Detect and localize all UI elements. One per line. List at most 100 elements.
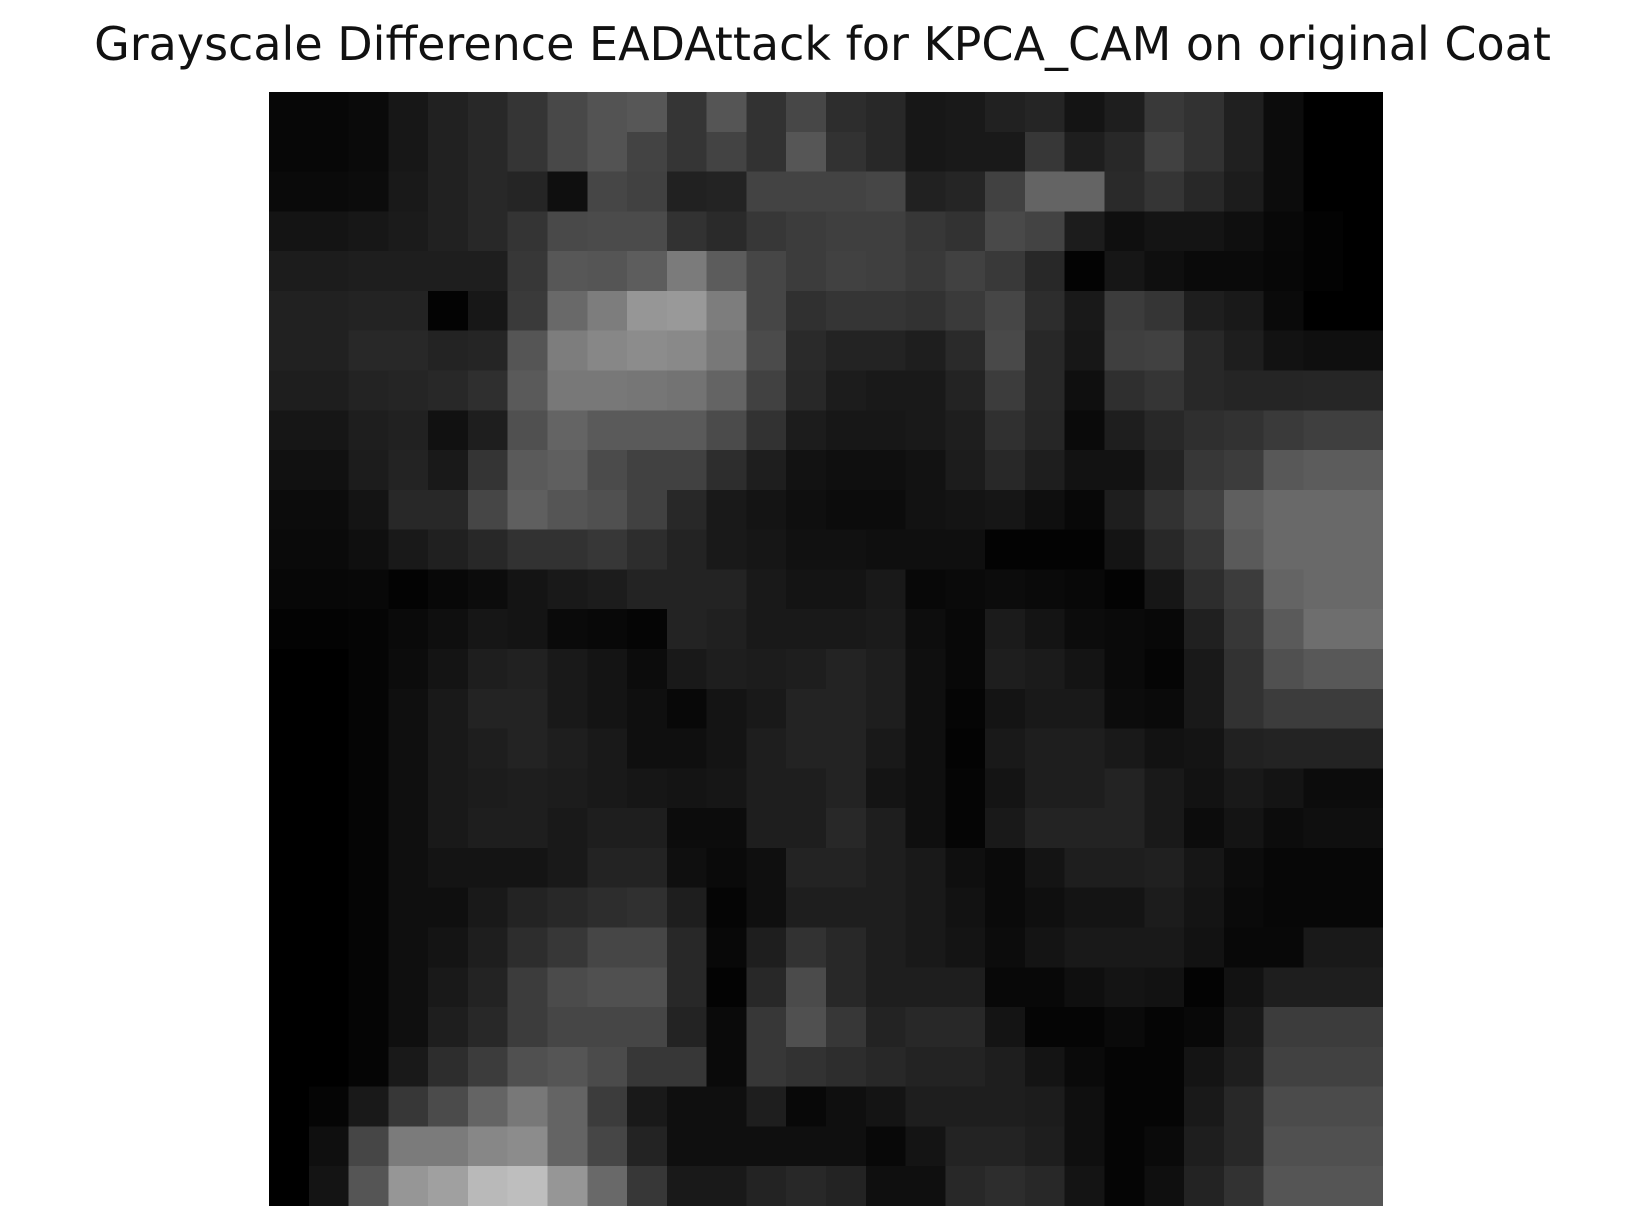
heatmap-cell xyxy=(587,211,628,252)
heatmap-cell xyxy=(1024,92,1066,133)
heatmap-cell xyxy=(945,489,986,531)
heatmap-cell xyxy=(1104,251,1145,292)
heatmap-cell xyxy=(706,171,748,212)
heatmap-cell xyxy=(1343,1007,1383,1048)
heatmap-cell xyxy=(826,1166,867,1206)
heatmap-cell xyxy=(507,688,549,730)
heatmap-cell xyxy=(428,1126,469,1167)
heatmap-cell xyxy=(388,728,429,769)
heatmap-cell xyxy=(985,450,1026,491)
heatmap-cell xyxy=(269,529,310,571)
heatmap-cell xyxy=(428,847,469,889)
heatmap-cell xyxy=(1144,967,1185,1008)
heatmap-cell xyxy=(746,92,787,133)
heatmap-cell xyxy=(1184,1166,1225,1206)
heatmap-cell xyxy=(587,967,628,1008)
heatmap-cell xyxy=(1263,768,1305,809)
heatmap-cell xyxy=(945,649,986,690)
heatmap-cell xyxy=(428,967,469,1008)
heatmap-cell xyxy=(467,609,509,650)
heatmap-cell xyxy=(905,1007,946,1048)
heatmap-cell xyxy=(1184,1046,1225,1088)
heatmap-cell xyxy=(1184,728,1225,769)
heatmap-cell xyxy=(308,211,350,252)
heatmap-cell xyxy=(1303,370,1344,411)
heatmap-cell xyxy=(865,1086,907,1128)
heatmap-cell xyxy=(467,171,509,212)
heatmap-cell xyxy=(786,847,827,889)
heatmap-cell xyxy=(308,1046,350,1088)
heatmap-cell xyxy=(269,489,310,531)
heatmap-cell xyxy=(627,370,668,411)
heatmap-cell xyxy=(985,768,1026,809)
heatmap-cell xyxy=(1223,927,1265,968)
heatmap-cell xyxy=(1223,1086,1265,1128)
heatmap-cell xyxy=(945,887,986,929)
heatmap-cell xyxy=(746,370,787,411)
heatmap-cell xyxy=(1144,688,1185,730)
heatmap-cell xyxy=(945,410,986,451)
heatmap-cell xyxy=(865,370,907,411)
heatmap-cell xyxy=(428,489,469,531)
heatmap-cell xyxy=(1024,489,1066,531)
heatmap-cell xyxy=(1024,609,1066,650)
heatmap-cell xyxy=(627,927,668,968)
heatmap-cell xyxy=(627,211,668,252)
heatmap-cell xyxy=(1024,927,1066,968)
heatmap-cell xyxy=(1024,410,1066,451)
heatmap-cell xyxy=(388,887,429,929)
heatmap-cell xyxy=(467,768,509,809)
heatmap-cell xyxy=(706,728,748,769)
heatmap-cell xyxy=(1343,649,1383,690)
heatmap-cell xyxy=(547,251,588,292)
heatmap-cell xyxy=(706,688,748,730)
heatmap-cell xyxy=(1064,649,1106,690)
heatmap-cell xyxy=(467,808,509,849)
heatmap-cell xyxy=(1343,171,1383,212)
heatmap-cell xyxy=(905,489,946,531)
heatmap-cell xyxy=(428,171,469,212)
heatmap-cell xyxy=(1104,370,1145,411)
heatmap-cell xyxy=(786,1126,827,1167)
heatmap-cell xyxy=(945,171,986,212)
heatmap-cell xyxy=(985,1046,1026,1088)
heatmap-cell xyxy=(945,1007,986,1048)
heatmap-cell xyxy=(905,171,946,212)
heatmap-cell xyxy=(1223,728,1265,769)
heatmap-cell xyxy=(985,887,1026,929)
heatmap-cell xyxy=(1263,290,1305,332)
heatmap-cell xyxy=(507,489,549,531)
heatmap-cell xyxy=(388,211,429,252)
heatmap-cell xyxy=(467,649,509,690)
heatmap-cell xyxy=(905,967,946,1008)
heatmap-cell xyxy=(1064,330,1106,372)
heatmap-cell xyxy=(507,569,549,610)
heatmap-cell xyxy=(388,847,429,889)
heatmap-cell xyxy=(746,927,787,968)
heatmap-cell xyxy=(428,410,469,451)
heatmap-cell xyxy=(348,131,389,173)
heatmap-cell xyxy=(627,688,668,730)
heatmap-cell xyxy=(348,927,389,968)
heatmap-cell xyxy=(587,569,628,610)
heatmap-cell xyxy=(467,1007,509,1048)
heatmap-cell xyxy=(1223,1007,1265,1048)
heatmap-cell xyxy=(905,1086,946,1128)
heatmap-cell xyxy=(826,649,867,690)
heatmap-cell xyxy=(1104,450,1145,491)
heatmap-cell xyxy=(1303,649,1344,690)
heatmap-cell xyxy=(388,1007,429,1048)
heatmap-cell xyxy=(746,489,787,531)
heatmap-cell xyxy=(348,768,389,809)
heatmap-cell xyxy=(308,649,350,690)
heatmap-cell xyxy=(308,290,350,332)
heatmap-cell xyxy=(786,489,827,531)
heatmap-cell xyxy=(865,927,907,968)
heatmap-cell xyxy=(1064,489,1106,531)
heatmap-cell xyxy=(388,92,429,133)
heatmap-cell xyxy=(1263,1126,1305,1167)
heatmap-cell xyxy=(428,649,469,690)
heatmap-cell xyxy=(666,967,708,1008)
heatmap-cell xyxy=(348,728,389,769)
heatmap-cell xyxy=(467,131,509,173)
